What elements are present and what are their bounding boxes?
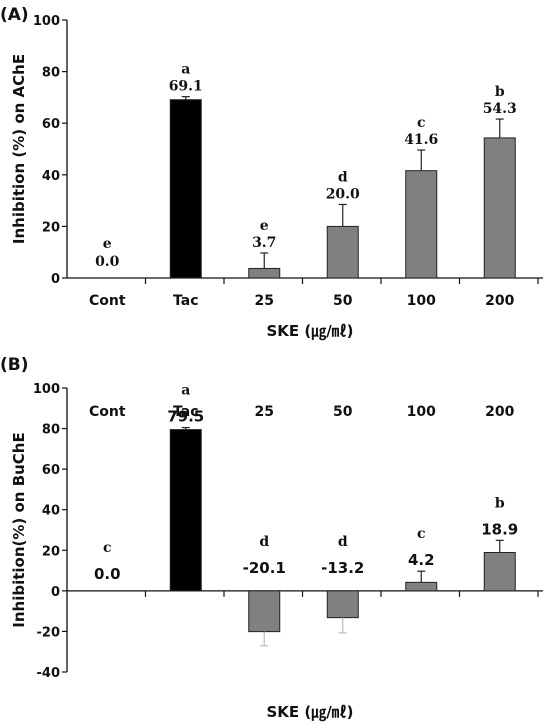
pb-y-tick-label: 20 — [42, 544, 60, 559]
pa-significance-letter: b — [495, 84, 505, 100]
pb-x-tick-label: Cont — [89, 404, 126, 420]
pb-x-tick-label: 100 — [407, 404, 436, 420]
pb-data-label: -13.2 — [321, 559, 364, 577]
pa-significance-letter: c — [417, 115, 426, 131]
pa-data-label: 69.1 — [169, 79, 203, 95]
pa-y-tick-label: 80 — [42, 66, 60, 81]
pb-bar — [248, 590, 281, 633]
pa-bar — [248, 267, 281, 279]
pb-y-tick-label: 100 — [33, 382, 60, 397]
pb-x-axis-title: SKE (㎍/㎖) — [266, 703, 353, 722]
pb-y-tick-label: 60 — [42, 463, 60, 478]
pb-significance-letter: c — [417, 526, 426, 542]
pa-x-tick-label: 200 — [485, 293, 514, 309]
pb-y-tick-label: 0 — [51, 585, 60, 600]
pb-significance-letter: b — [495, 495, 505, 511]
pa-significance-letter: e — [260, 218, 269, 234]
pa-y-tick-label: 40 — [42, 169, 60, 184]
pb-panel-label: (B) — [0, 355, 29, 375]
pb-bar — [483, 552, 516, 592]
pb-y-axis-title: Inhibition(%) on BuChE — [10, 432, 28, 627]
pb-y-tick-label: 80 — [42, 423, 60, 438]
pa-bar — [169, 99, 202, 279]
pa-significance-letter: d — [338, 169, 348, 185]
pa-y-tick-label: 100 — [33, 14, 60, 29]
pb-x-tick-label: 200 — [485, 404, 514, 420]
pb-x-tick-label: Tac — [173, 404, 199, 420]
pa-significance-letter: e — [103, 236, 112, 252]
pb-data-label: -20.1 — [243, 559, 286, 577]
pa-y-tick-label: 60 — [42, 117, 60, 132]
pa-x-tick-label: 25 — [255, 293, 274, 309]
pb-y-tick-label: -20 — [37, 625, 61, 640]
pa-data-label: 3.7 — [252, 235, 276, 251]
pb-x-tick-label: 25 — [255, 404, 274, 420]
pa-data-label: 20.0 — [326, 186, 360, 202]
pa-y-axis-title: Inhibition (%) on AChE — [10, 54, 28, 244]
pb-data-label: 4.2 — [408, 551, 435, 569]
pa-panel-label: (A) — [0, 5, 29, 25]
pa-data-label: 54.3 — [483, 101, 517, 117]
pa-data-label: 0.0 — [95, 254, 120, 270]
pb-significance-letter: c — [103, 540, 112, 556]
pa-bar — [405, 170, 438, 279]
pb-significance-letter: d — [259, 534, 269, 550]
pa-x-tick-label: Tac — [173, 293, 199, 309]
pb-data-label: 0.0 — [94, 565, 121, 583]
pb-bar — [326, 590, 359, 619]
pa-bar — [483, 137, 516, 279]
pb-significance-letter: a — [181, 383, 190, 399]
pb-bar — [405, 581, 438, 592]
pa-y-tick-label: 20 — [42, 220, 60, 235]
pb-y-tick-label: -40 — [37, 666, 61, 681]
pa-bar — [326, 225, 359, 279]
pb-data-label: 79.5 — [167, 408, 204, 426]
pa-x-tick-label: Cont — [89, 293, 126, 309]
pb-x-tick-label: 50 — [333, 404, 353, 420]
pa-x-tick-label: 100 — [407, 293, 436, 309]
pa-data-label: 41.6 — [404, 132, 438, 148]
pb-data-label: 18.9 — [481, 520, 518, 538]
pb-significance-letter: d — [338, 534, 348, 550]
pa-x-tick-label: 50 — [333, 293, 353, 309]
pa-x-axis-title: SKE (㎍/㎖) — [266, 322, 353, 341]
pb-bar — [169, 429, 202, 592]
pa-y-tick-label: 0 — [51, 272, 60, 287]
pb-y-tick-label: 40 — [42, 504, 60, 519]
pa-significance-letter: a — [181, 62, 190, 78]
